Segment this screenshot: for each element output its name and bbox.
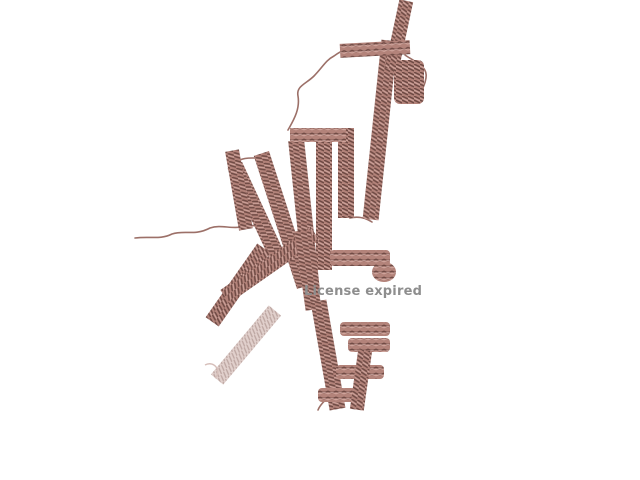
license-watermark: License expired <box>304 284 423 299</box>
faded-helix <box>204 305 282 385</box>
side-helices <box>294 229 396 311</box>
lower-domain <box>310 299 390 411</box>
top-helix <box>339 0 424 221</box>
